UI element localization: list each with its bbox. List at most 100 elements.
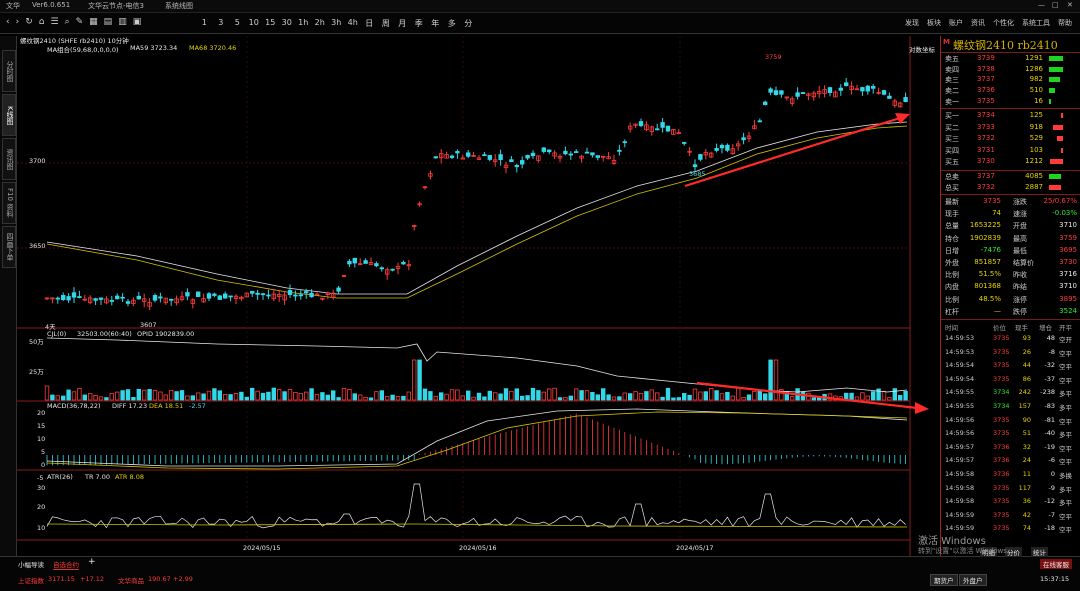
volume-bar <box>255 390 260 401</box>
menu-discover[interactable]: 发现 <box>905 19 919 27</box>
log-scale-label[interactable]: 对数坐标 <box>909 46 935 54</box>
period-button[interactable]: 5 <box>234 18 240 27</box>
volume-bar <box>147 389 152 401</box>
ask-row[interactable]: 卖二 3736 510 <box>941 86 1080 96</box>
menu-account[interactable]: 账户 <box>949 19 963 27</box>
tick-row[interactable]: 14:59:57 3736 24 -6 空平 <box>945 456 1072 467</box>
window-icon[interactable]: ▣ <box>132 17 142 27</box>
menu-tools[interactable]: 系统工具 <box>1022 19 1050 27</box>
tick-row[interactable]: 14:59:56 3735 51 -40 多平 <box>945 429 1072 440</box>
kline-chart[interactable] <box>17 36 940 556</box>
period-button[interactable]: 月 <box>398 19 407 28</box>
futures-account-button[interactable]: 期货户 <box>930 574 958 586</box>
add-tab-icon[interactable]: + <box>88 557 96 567</box>
candle-body <box>590 152 595 156</box>
quote-row: 比例 51.5% 昨收 3716 <box>945 270 1077 280</box>
tick-row[interactable]: 14:59:59 3735 42 -7 空平 <box>945 510 1072 521</box>
menu-help[interactable]: 帮助 <box>1058 19 1072 27</box>
menu-personalize[interactable]: 个性化 <box>993 19 1014 27</box>
pen-icon[interactable]: ✎ <box>75 17 84 27</box>
tick-row[interactable]: 14:59:59 3735 74 -18 空平 <box>945 524 1072 535</box>
forward-icon[interactable]: › <box>15 17 20 27</box>
bid-row[interactable]: 买一 3734 125 <box>941 111 1080 121</box>
index-name[interactable]: 文华商品 <box>118 577 144 585</box>
period-button[interactable]: 多 <box>447 19 456 28</box>
tab-price-split[interactable]: 分价 <box>1005 547 1022 557</box>
tab-guide[interactable]: 小幅导读 <box>18 561 44 569</box>
ask-row[interactable]: 卖四 3738 1286 <box>941 65 1080 75</box>
tab-watchlist[interactable]: 自选合约 <box>53 561 79 570</box>
tick-row[interactable]: 14:59:54 3735 44 -32 空平 <box>945 361 1072 372</box>
grid-icon[interactable]: ▦ <box>89 17 98 27</box>
period-button[interactable]: 15 <box>265 18 276 27</box>
volume-bar <box>601 388 606 401</box>
volume-bar <box>104 397 109 401</box>
period-button[interactable]: 10 <box>248 18 259 27</box>
tick-row[interactable]: 14:59:57 3736 32 -19 空平 <box>945 442 1072 453</box>
tick-row[interactable]: 14:59:54 3735 86 -37 空平 <box>945 374 1072 385</box>
period-button[interactable]: 1h <box>298 18 309 27</box>
period-button[interactable]: 周 <box>381 19 390 28</box>
volume-bar <box>55 395 60 401</box>
trend-arrow-volume <box>696 381 918 410</box>
tab-news[interactable]: 资讯图 <box>2 138 16 180</box>
tick-row[interactable]: 14:59:53 3735 26 -8 空平 <box>945 347 1072 358</box>
bid-row[interactable]: 买二 3733 918 <box>941 123 1080 133</box>
candle-body <box>455 151 460 154</box>
period-button[interactable]: 分 <box>464 19 473 28</box>
tab-detail[interactable]: 明细 <box>980 547 997 557</box>
tick-row[interactable]: 14:59:55 3734 157 -83 多平 <box>945 402 1072 412</box>
period-button[interactable]: 3 <box>218 18 224 27</box>
minimize-icon[interactable]: — <box>1038 1 1045 9</box>
tick-row[interactable]: 14:59:58 3735 36 -12 多平 <box>945 497 1072 508</box>
chart-icon[interactable]: ▤ <box>103 17 113 27</box>
period-button[interactable]: 4h <box>347 18 358 27</box>
bid-row[interactable]: 买三 3732 529 <box>941 134 1080 144</box>
tick-row[interactable]: 14:59:53 3735 93 48 空开 <box>945 334 1072 344</box>
ask-row[interactable]: 卖五 3739 1291 <box>941 54 1080 64</box>
period-button[interactable]: 季 <box>414 19 423 28</box>
maximize-icon[interactable]: □ <box>1052 1 1059 9</box>
volume-bar <box>276 389 282 401</box>
tab-timeshare[interactable]: 分时图 <box>2 50 16 92</box>
menu-news[interactable]: 资讯 <box>971 19 985 27</box>
period-button[interactable]: 日 <box>365 19 374 28</box>
refresh-icon[interactable]: ↻ <box>25 17 33 27</box>
tab-kline[interactable]: K线图 <box>2 94 16 136</box>
index-name[interactable]: 上证指数 <box>18 577 44 585</box>
close-icon[interactable]: ✕ <box>1067 1 1073 9</box>
tick-row[interactable]: 14:59:58 3736 11 0 多换 <box>945 470 1072 480</box>
period-button[interactable]: 1 <box>201 18 207 27</box>
ask-row[interactable]: 卖一 3735 16 <box>941 97 1080 107</box>
online-service-button[interactable]: 在线客服 <box>1040 559 1072 569</box>
period-button[interactable]: 3h <box>331 18 342 27</box>
layout-icon[interactable]: ▥ <box>118 17 127 27</box>
tick-row[interactable]: 14:59:55 3734 242 -238 多平 <box>945 388 1072 399</box>
candle-body <box>222 293 228 299</box>
list-icon[interactable]: ☰ <box>50 17 59 27</box>
volume-bar <box>185 395 190 401</box>
menu-sector[interactable]: 板块 <box>927 19 941 27</box>
period-button[interactable]: 2h <box>314 18 325 27</box>
home-icon[interactable]: ⌂ <box>38 17 45 27</box>
tab-f10[interactable]: F10 资料 <box>2 182 16 224</box>
period-button[interactable]: 30 <box>281 18 292 27</box>
macd-value: -2.57 <box>189 402 206 410</box>
back-icon[interactable]: ‹ <box>6 17 10 27</box>
candle-body <box>719 144 725 149</box>
search-icon[interactable]: ⌕ <box>64 17 70 27</box>
period-button[interactable]: 年 <box>431 19 440 28</box>
tick-row[interactable]: 14:59:56 3735 90 -81 空平 <box>945 415 1072 426</box>
candle-body <box>401 262 406 265</box>
bid-row[interactable]: 买五 3730 1212 <box>941 157 1080 167</box>
tab-statistics[interactable]: 统计 <box>1031 547 1048 557</box>
tab-order[interactable]: 四画下单 <box>2 226 16 268</box>
ask-row[interactable]: 卖三 3737 982 <box>941 75 1080 85</box>
foreign-account-button[interactable]: 外盘户 <box>959 574 987 586</box>
ma68-value: MA68 3720.46 <box>189 44 237 52</box>
tick-row[interactable]: 14:59:58 3735 117 -9 多平 <box>945 483 1072 494</box>
system-label[interactable]: 系统线图 <box>165 2 193 10</box>
chart-area[interactable]: 螺纹钢2410 (SHFE rb2410) 10分钟 MA组合(59,68,0,… <box>17 36 940 556</box>
server-label[interactable]: 文华云节点-电信3 <box>88 2 144 10</box>
bid-row[interactable]: 买四 3731 103 <box>941 146 1080 156</box>
